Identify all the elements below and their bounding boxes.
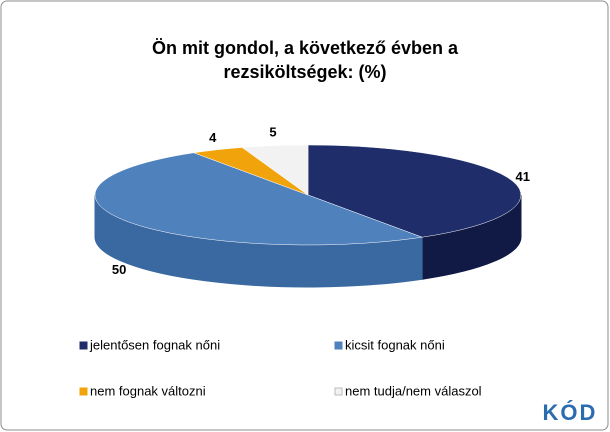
logo: KÓD (543, 400, 598, 425)
slice (307, 144, 522, 238)
legend-swatch (79, 387, 88, 396)
value-label: 5 (269, 125, 276, 140)
slice (241, 144, 309, 196)
legend-swatch (334, 341, 343, 350)
legend-swatch (334, 387, 343, 396)
legend-swatch (79, 341, 88, 350)
chart-title: Ön mit gondol, a következő évben a rezsi… (151, 38, 459, 82)
legend-label: nem fognak változni (90, 383, 206, 398)
value-label: 4 (209, 130, 217, 145)
value-label: 50 (112, 262, 126, 277)
legend-label: nem tudja/nem válaszol (345, 383, 482, 398)
legend-label: kicsit fognak nőni (345, 337, 445, 352)
value-label: 41 (516, 169, 530, 184)
legend-label: jelentősen fognak nőni (89, 337, 220, 352)
